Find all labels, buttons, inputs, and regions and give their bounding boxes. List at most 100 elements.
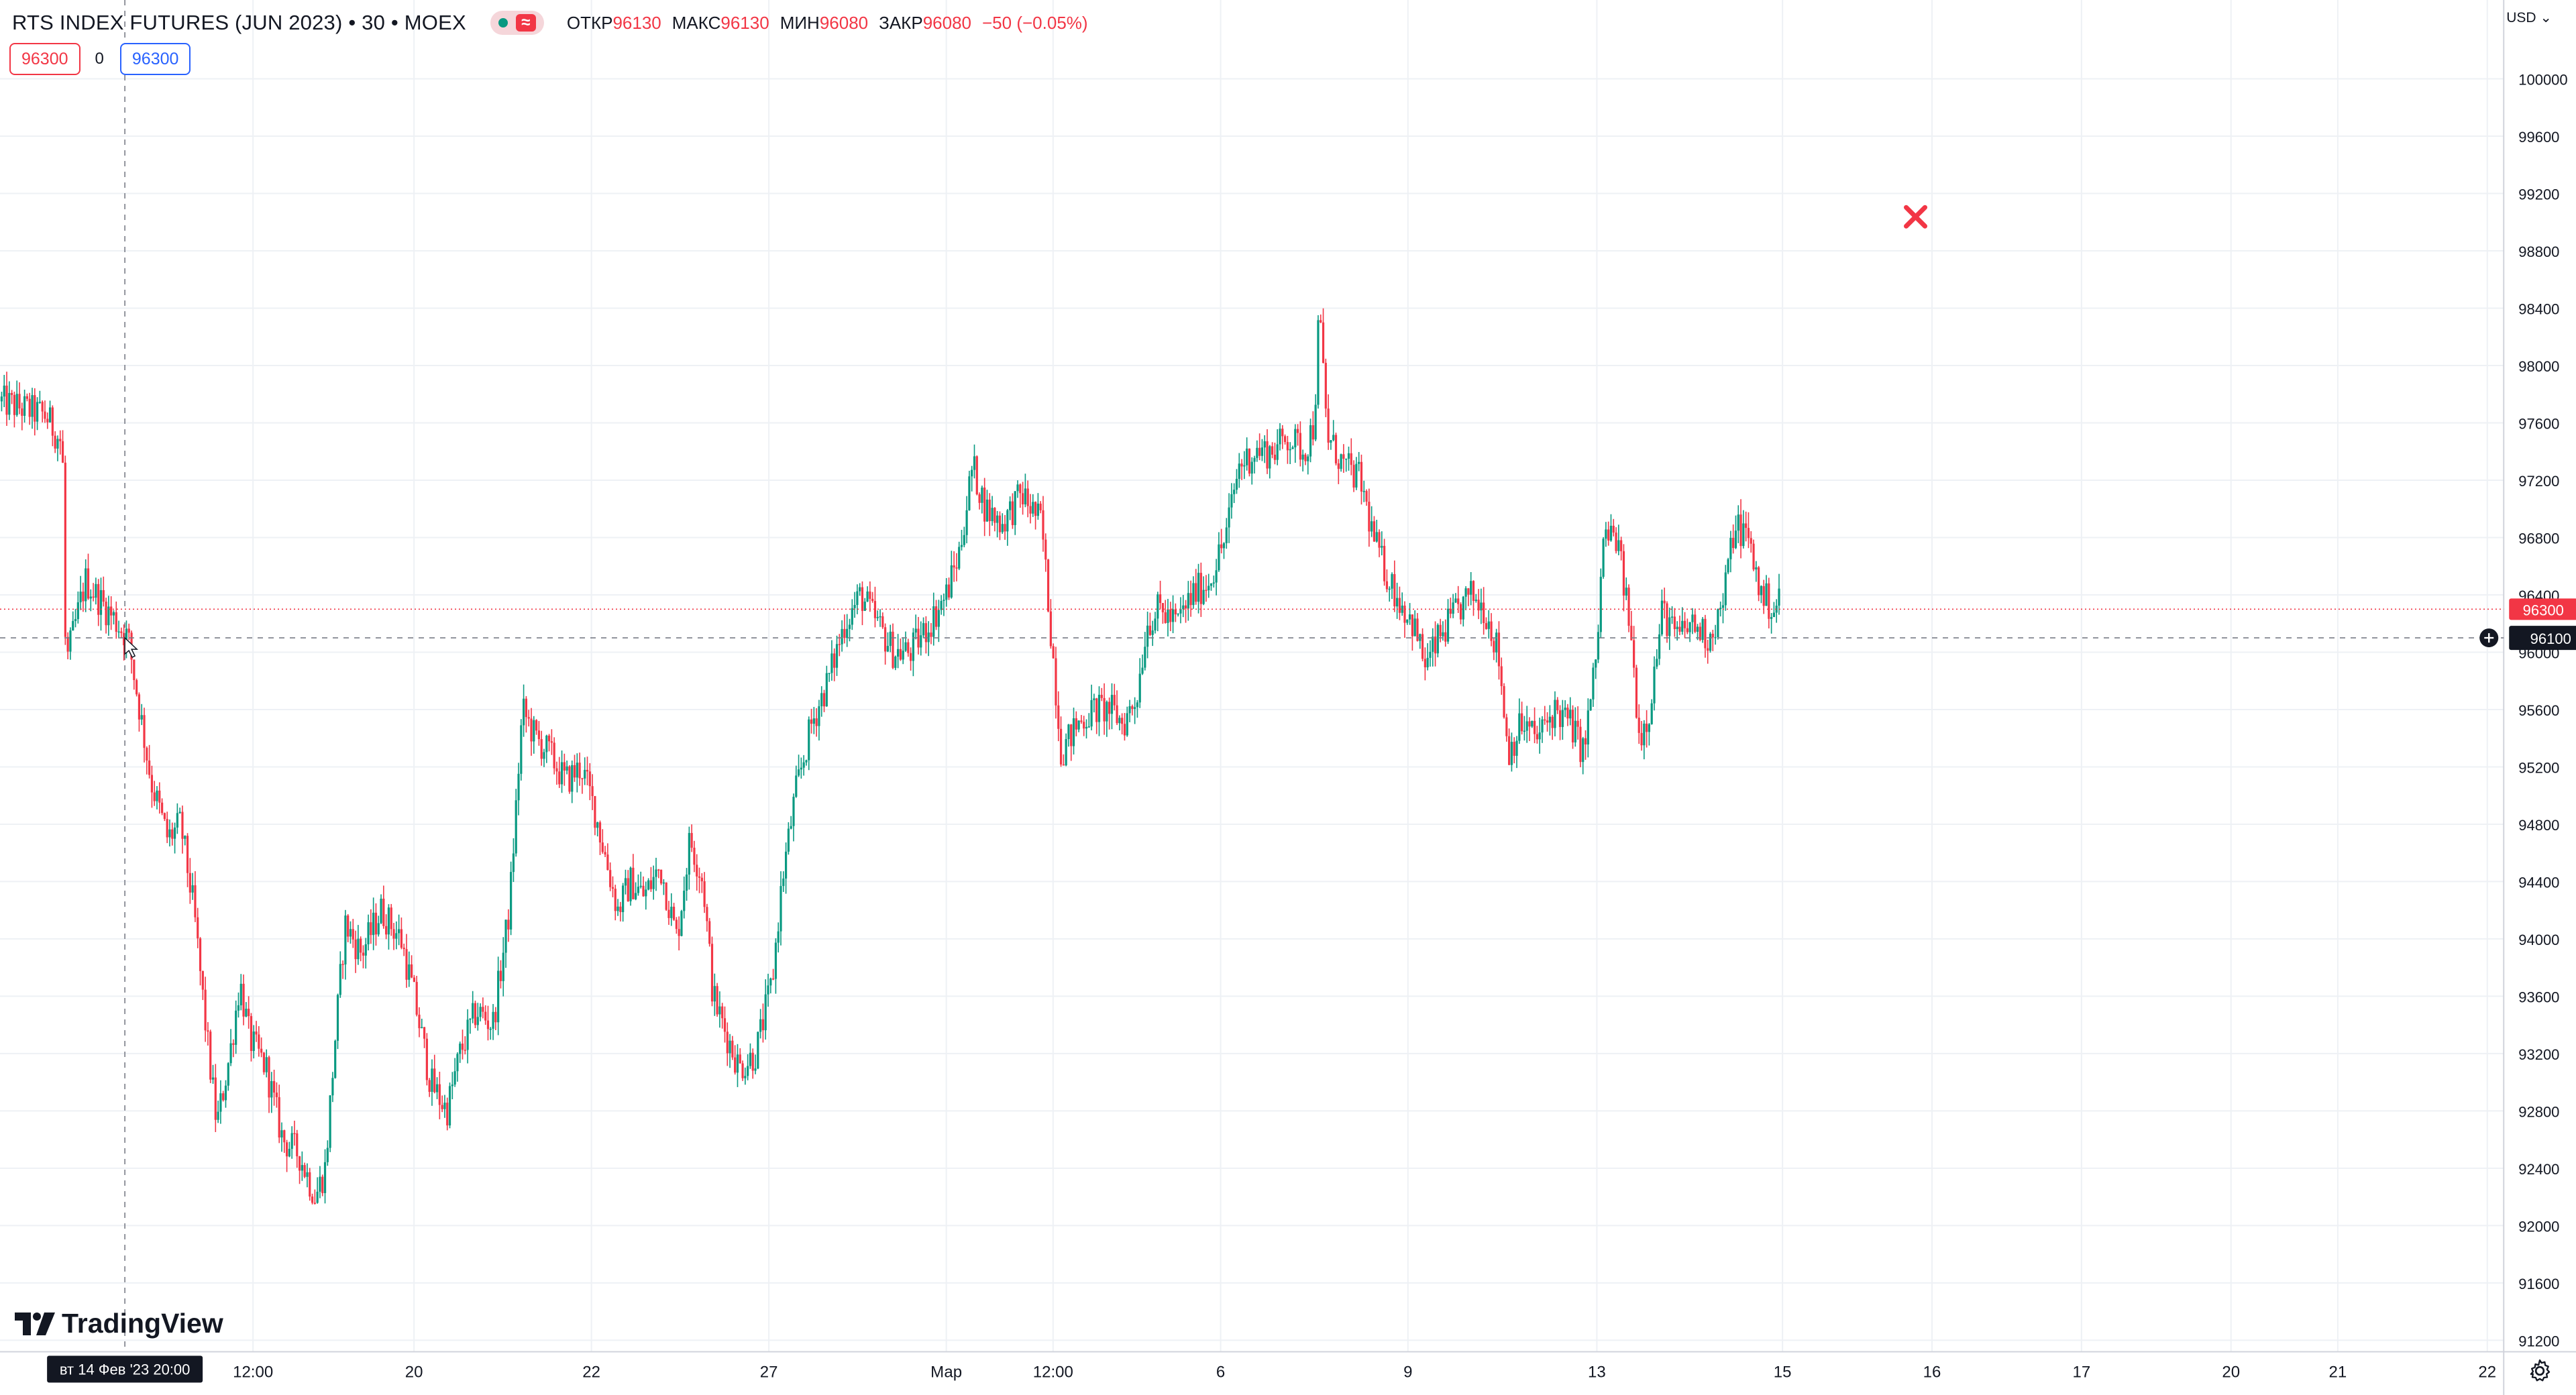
crosshair-time-badge	[47, 1355, 203, 1383]
candle-body	[433, 1068, 436, 1093]
candle-body	[622, 885, 625, 913]
candle-body	[415, 982, 418, 1015]
candle-body	[1732, 537, 1735, 549]
candle-body	[1719, 608, 1722, 610]
candle-body	[797, 769, 800, 776]
candle-body	[1454, 598, 1457, 603]
candle-body	[97, 583, 100, 615]
candle-body	[133, 659, 136, 681]
candle-body	[268, 1057, 270, 1098]
time-axis-label: 22	[2478, 1363, 2496, 1382]
gear-icon[interactable]	[2526, 1357, 2553, 1384]
candle-body	[632, 867, 635, 899]
candle-body	[863, 602, 866, 611]
candle-body	[48, 407, 52, 423]
time-axis-label: 13	[1588, 1363, 1606, 1382]
candle-body	[311, 1196, 314, 1203]
candle-body	[1660, 600, 1663, 634]
candle-body	[438, 1084, 441, 1105]
currency-selector[interactable]: USD ⌄	[2506, 9, 2552, 26]
buy-button[interactable]: 96300	[119, 43, 191, 75]
candle-body	[502, 952, 504, 981]
candle-body	[1016, 484, 1019, 492]
candle-body	[1250, 461, 1253, 474]
candle-body	[996, 515, 999, 523]
market-status-pill[interactable]: ≈	[490, 11, 544, 35]
candle-body	[795, 775, 798, 797]
candle-body	[555, 768, 558, 772]
candle-body	[395, 933, 398, 939]
candle-body	[777, 931, 780, 943]
candle-body	[560, 762, 564, 785]
candle-body	[1523, 730, 1526, 732]
candle-body	[734, 1057, 737, 1073]
time-axis-label: 12:00	[1033, 1363, 1073, 1382]
candle-body	[1330, 440, 1332, 443]
candle-body	[479, 1007, 482, 1017]
candle-body	[588, 771, 591, 787]
candle-body	[706, 907, 708, 922]
candle-body	[846, 628, 849, 638]
price-axis-label: 92400	[2518, 1161, 2559, 1178]
candle-body	[1381, 545, 1383, 548]
candle-body	[472, 1003, 474, 1019]
candle-body	[334, 1040, 337, 1078]
high-label: МАКС	[672, 12, 721, 33]
candle-body	[92, 596, 95, 598]
candle-body	[1474, 600, 1477, 602]
candle-body	[107, 606, 110, 626]
candle-body	[1752, 543, 1755, 570]
candle-body	[474, 1003, 477, 1025]
candle-body	[357, 938, 360, 960]
candle-body	[1304, 454, 1307, 461]
time-axis-label: 21	[2329, 1363, 2347, 1382]
candle-body	[309, 1172, 311, 1197]
candle-body	[110, 606, 113, 616]
candle-body	[199, 938, 202, 971]
candle-body	[428, 1080, 431, 1092]
candle-body	[584, 769, 586, 779]
candle-body	[1444, 632, 1447, 642]
candle-body	[239, 983, 242, 1005]
candle-body	[1676, 626, 1678, 630]
candle-body	[82, 592, 85, 602]
candle-body	[469, 1018, 472, 1020]
change-value: −50 (−0.05%)	[982, 12, 1088, 33]
candle-body	[1564, 708, 1566, 710]
candle-body	[1062, 764, 1065, 766]
candle-body	[1602, 539, 1605, 577]
candle-body	[1067, 724, 1070, 739]
symbol-title[interactable]: RTS INDEX FUTURES (JUN 2023) • 30 • MOEX	[12, 11, 466, 34]
candle-body	[76, 602, 79, 620]
candle-body	[36, 402, 39, 422]
candle-body	[616, 906, 619, 911]
close-marker-icon[interactable]	[1904, 205, 1928, 229]
candle-body	[1737, 514, 1739, 531]
candle-body	[258, 1034, 260, 1049]
candle-body	[136, 680, 138, 695]
candle-body	[245, 1009, 248, 1017]
candle-body	[1658, 634, 1661, 659]
candle-body	[1004, 524, 1006, 532]
candle-body	[1648, 724, 1651, 732]
candle-body	[591, 786, 594, 796]
candle-body	[285, 1142, 288, 1157]
candle-body	[1184, 605, 1187, 609]
candle-body	[72, 620, 74, 631]
sell-button[interactable]: 96300	[9, 43, 80, 75]
candle-body	[1202, 590, 1205, 604]
candle-body	[117, 631, 120, 633]
candle-body	[1385, 581, 1389, 590]
candle-body	[1442, 632, 1444, 636]
tradingview-logo[interactable]: TradingView	[15, 1308, 223, 1339]
candle-body	[800, 767, 802, 770]
candle-body	[1240, 463, 1243, 467]
price-axis-label: 97600	[2518, 416, 2559, 433]
candle-body	[321, 1176, 324, 1193]
candle-body	[181, 812, 184, 839]
candle-body	[250, 1016, 253, 1051]
candle-body	[260, 1048, 263, 1053]
candle-body	[349, 929, 352, 937]
candle-body	[1449, 608, 1452, 614]
